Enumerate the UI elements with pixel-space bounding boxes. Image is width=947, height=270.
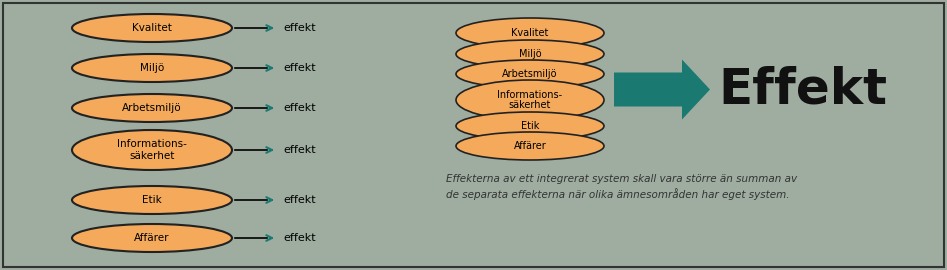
Ellipse shape xyxy=(456,112,604,140)
Ellipse shape xyxy=(456,132,604,160)
Ellipse shape xyxy=(72,130,232,170)
Text: Affärer: Affärer xyxy=(513,141,546,151)
Ellipse shape xyxy=(72,14,232,42)
Ellipse shape xyxy=(72,54,232,82)
Text: Kvalitet: Kvalitet xyxy=(132,23,172,33)
Text: effekt: effekt xyxy=(283,233,315,243)
Ellipse shape xyxy=(72,94,232,122)
Text: Affärer: Affärer xyxy=(134,233,170,243)
Text: Arbetsmiljö: Arbetsmiljö xyxy=(122,103,182,113)
Text: Kvalitet: Kvalitet xyxy=(511,28,548,38)
Ellipse shape xyxy=(456,18,604,48)
Text: effekt: effekt xyxy=(283,63,315,73)
Ellipse shape xyxy=(72,186,232,214)
Ellipse shape xyxy=(456,80,604,120)
Text: Etik: Etik xyxy=(521,121,539,131)
Text: Miljö: Miljö xyxy=(140,63,164,73)
Text: effekt: effekt xyxy=(283,103,315,113)
Text: Informations-
säkerhet: Informations- säkerhet xyxy=(117,139,187,161)
Text: effekt: effekt xyxy=(283,195,315,205)
Text: effekt: effekt xyxy=(283,23,315,33)
Text: effekt: effekt xyxy=(283,145,315,155)
Ellipse shape xyxy=(72,224,232,252)
Ellipse shape xyxy=(456,60,604,88)
Text: Arbetsmiljö: Arbetsmiljö xyxy=(502,69,558,79)
Text: Etik: Etik xyxy=(142,195,162,205)
Polygon shape xyxy=(614,59,710,120)
Text: de separata effekterna när olika ämnesområden har eget system.: de separata effekterna när olika ämnesom… xyxy=(446,188,790,200)
Text: Miljö: Miljö xyxy=(519,49,542,59)
Text: Effekt: Effekt xyxy=(718,66,887,113)
Text: Effekterna av ett integrerat system skall vara större än summan av: Effekterna av ett integrerat system skal… xyxy=(446,174,797,184)
Ellipse shape xyxy=(456,40,604,68)
Text: Informations-
säkerhet: Informations- säkerhet xyxy=(497,90,563,110)
